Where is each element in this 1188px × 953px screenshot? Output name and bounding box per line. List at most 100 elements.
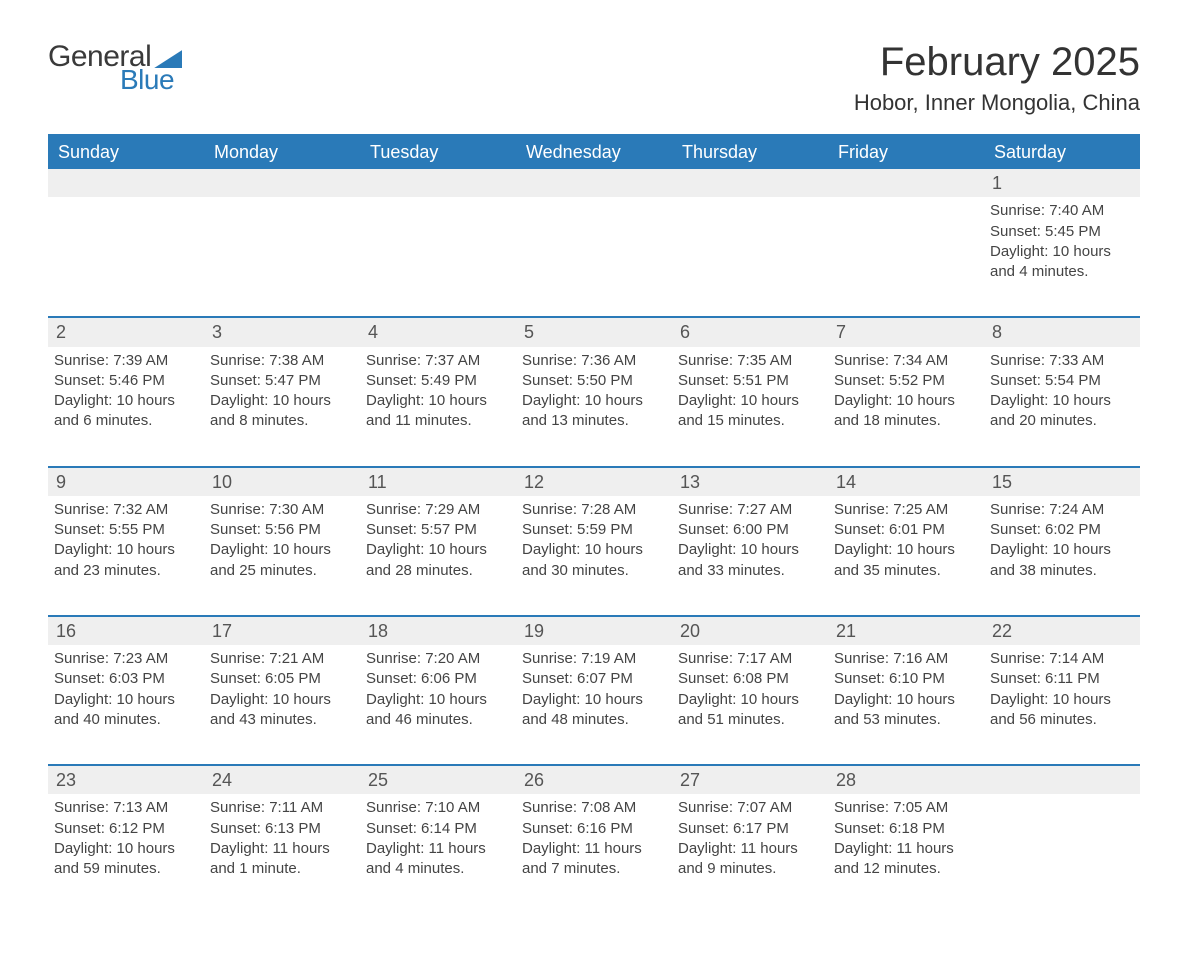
day-number-cell [360,169,516,197]
day-content-cell: Sunrise: 7:19 AMSunset: 6:07 PMDaylight:… [516,645,672,765]
day-content-cell: Sunrise: 7:40 AMSunset: 5:45 PMDaylight:… [984,197,1140,317]
day-content-cell: Sunrise: 7:24 AMSunset: 6:02 PMDaylight:… [984,496,1140,616]
daylight-line: Daylight: 10 hours and 43 minutes. [210,690,354,731]
sunset-line: Sunset: 6:16 PM [522,819,666,839]
weekday-header: Tuesday [360,135,516,169]
day-content-cell: Sunrise: 7:32 AMSunset: 5:55 PMDaylight:… [48,496,204,616]
daylight-line: Daylight: 11 hours and 12 minutes. [834,839,978,880]
sunrise-line: Sunrise: 7:28 AM [522,500,666,520]
sunset-line: Sunset: 5:59 PM [522,520,666,540]
day-content-row: Sunrise: 7:39 AMSunset: 5:46 PMDaylight:… [48,347,1140,467]
day-content-cell: Sunrise: 7:37 AMSunset: 5:49 PMDaylight:… [360,347,516,467]
day-content-cell: Sunrise: 7:35 AMSunset: 5:51 PMDaylight:… [672,347,828,467]
day-number-cell: 15 [984,467,1140,496]
weekday-header: Monday [204,135,360,169]
day-content-cell [672,197,828,317]
day-number-cell: 25 [360,765,516,794]
daylight-line: Daylight: 10 hours and 13 minutes. [522,391,666,432]
daylight-line: Daylight: 10 hours and 20 minutes. [990,391,1134,432]
sunset-line: Sunset: 6:00 PM [678,520,822,540]
sunset-line: Sunset: 5:51 PM [678,371,822,391]
day-content-cell: Sunrise: 7:30 AMSunset: 5:56 PMDaylight:… [204,496,360,616]
sunset-line: Sunset: 6:01 PM [834,520,978,540]
sunrise-line: Sunrise: 7:34 AM [834,351,978,371]
sunset-line: Sunset: 6:17 PM [678,819,822,839]
day-content-cell: Sunrise: 7:28 AMSunset: 5:59 PMDaylight:… [516,496,672,616]
day-number-cell: 20 [672,616,828,645]
day-number-cell: 8 [984,317,1140,346]
daylight-line: Daylight: 10 hours and 59 minutes. [54,839,198,880]
weekday-header: Thursday [672,135,828,169]
day-number-cell: 11 [360,467,516,496]
day-number-cell: 7 [828,317,984,346]
day-number-cell: 6 [672,317,828,346]
day-content-cell: Sunrise: 7:29 AMSunset: 5:57 PMDaylight:… [360,496,516,616]
weekday-header: Sunday [48,135,204,169]
sunrise-line: Sunrise: 7:19 AM [522,649,666,669]
day-content-cell: Sunrise: 7:21 AMSunset: 6:05 PMDaylight:… [204,645,360,765]
day-content-cell [48,197,204,317]
day-content-cell: Sunrise: 7:20 AMSunset: 6:06 PMDaylight:… [360,645,516,765]
day-content-cell [516,197,672,317]
day-content-cell: Sunrise: 7:38 AMSunset: 5:47 PMDaylight:… [204,347,360,467]
day-number-cell [828,169,984,197]
daylight-line: Daylight: 10 hours and 6 minutes. [54,391,198,432]
sunset-line: Sunset: 6:13 PM [210,819,354,839]
sunrise-line: Sunrise: 7:39 AM [54,351,198,371]
sunrise-line: Sunrise: 7:13 AM [54,798,198,818]
day-content-cell: Sunrise: 7:33 AMSunset: 5:54 PMDaylight:… [984,347,1140,467]
sunrise-line: Sunrise: 7:21 AM [210,649,354,669]
sunrise-line: Sunrise: 7:36 AM [522,351,666,371]
sunset-line: Sunset: 6:07 PM [522,669,666,689]
sunset-line: Sunset: 6:11 PM [990,669,1134,689]
sunrise-line: Sunrise: 7:16 AM [834,649,978,669]
day-number-cell: 1 [984,169,1140,197]
daylight-line: Daylight: 10 hours and 53 minutes. [834,690,978,731]
sunrise-line: Sunrise: 7:30 AM [210,500,354,520]
sunrise-line: Sunrise: 7:27 AM [678,500,822,520]
day-number-cell: 22 [984,616,1140,645]
day-number-cell: 19 [516,616,672,645]
daylight-line: Daylight: 10 hours and 11 minutes. [366,391,510,432]
sunrise-line: Sunrise: 7:40 AM [990,201,1134,221]
day-number-cell: 17 [204,616,360,645]
daylight-line: Daylight: 10 hours and 46 minutes. [366,690,510,731]
header: General Blue February 2025 Hobor, Inner … [48,40,1140,116]
sunset-line: Sunset: 5:55 PM [54,520,198,540]
sunrise-line: Sunrise: 7:24 AM [990,500,1134,520]
day-number-cell: 16 [48,616,204,645]
day-number-cell [204,169,360,197]
logo-triangle-icon [154,50,182,68]
sunset-line: Sunset: 6:14 PM [366,819,510,839]
day-number-cell: 21 [828,616,984,645]
daylight-line: Daylight: 10 hours and 38 minutes. [990,540,1134,581]
sunrise-line: Sunrise: 7:05 AM [834,798,978,818]
sunset-line: Sunset: 6:03 PM [54,669,198,689]
sunset-line: Sunset: 5:49 PM [366,371,510,391]
day-content-cell: Sunrise: 7:14 AMSunset: 6:11 PMDaylight:… [984,645,1140,765]
sunrise-line: Sunrise: 7:32 AM [54,500,198,520]
location-subtitle: Hobor, Inner Mongolia, China [854,90,1140,116]
day-number-row: 1 [48,169,1140,197]
day-number-row: 9101112131415 [48,467,1140,496]
day-content-cell: Sunrise: 7:07 AMSunset: 6:17 PMDaylight:… [672,794,828,913]
daylight-line: Daylight: 10 hours and 40 minutes. [54,690,198,731]
day-content-cell: Sunrise: 7:36 AMSunset: 5:50 PMDaylight:… [516,347,672,467]
day-content-cell: Sunrise: 7:10 AMSunset: 6:14 PMDaylight:… [360,794,516,913]
day-number-cell: 13 [672,467,828,496]
sunrise-line: Sunrise: 7:17 AM [678,649,822,669]
daylight-line: Daylight: 10 hours and 8 minutes. [210,391,354,432]
day-number-cell: 23 [48,765,204,794]
day-content-cell: Sunrise: 7:17 AMSunset: 6:08 PMDaylight:… [672,645,828,765]
day-content-row: Sunrise: 7:40 AMSunset: 5:45 PMDaylight:… [48,197,1140,317]
daylight-line: Daylight: 11 hours and 4 minutes. [366,839,510,880]
sunrise-line: Sunrise: 7:08 AM [522,798,666,818]
sunrise-line: Sunrise: 7:11 AM [210,798,354,818]
weekday-header-row: SundayMondayTuesdayWednesdayThursdayFrid… [48,135,1140,169]
day-content-cell: Sunrise: 7:13 AMSunset: 6:12 PMDaylight:… [48,794,204,913]
sunrise-line: Sunrise: 7:38 AM [210,351,354,371]
daylight-line: Daylight: 10 hours and 15 minutes. [678,391,822,432]
day-content-cell: Sunrise: 7:25 AMSunset: 6:01 PMDaylight:… [828,496,984,616]
daylight-line: Daylight: 11 hours and 1 minute. [210,839,354,880]
sunrise-line: Sunrise: 7:14 AM [990,649,1134,669]
